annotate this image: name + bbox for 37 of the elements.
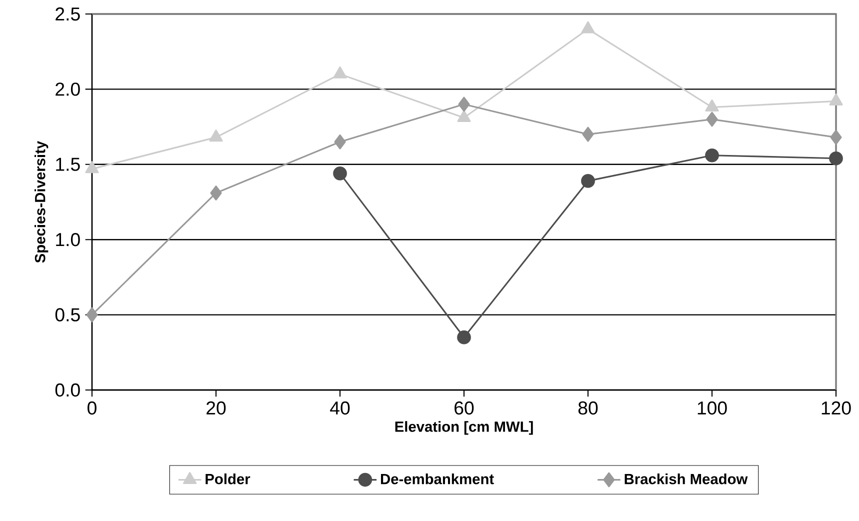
y-tick-label: 2.5: [56, 7, 80, 21]
y-tick-label: 2.0: [56, 82, 80, 96]
point: [830, 130, 842, 145]
point: [457, 330, 471, 344]
point: [334, 134, 346, 150]
x-tick-label: 40: [330, 401, 350, 415]
point: [209, 130, 223, 142]
x-axis-title: Elevation [cm MWL]: [395, 421, 533, 435]
x-tick-label: 0: [88, 401, 96, 415]
x-tick-label: 100: [698, 401, 727, 415]
point: [333, 66, 347, 78]
point: [458, 96, 470, 112]
legend-label: Polder: [206, 473, 250, 484]
point: [829, 151, 843, 166]
point: [829, 93, 843, 106]
legend-label: De-embankment: [380, 473, 494, 484]
x-tick-label: 80: [578, 401, 598, 415]
x-tick-label: 20: [206, 401, 226, 415]
point: [457, 110, 471, 122]
x-tick-label: 60: [454, 401, 474, 415]
y-tick-label: 1.0: [56, 232, 80, 246]
y-tick-label: 0.5: [55, 308, 80, 322]
point: [333, 166, 347, 180]
point: [706, 112, 718, 127]
point: [581, 174, 595, 188]
point: [705, 148, 719, 162]
point: [86, 307, 98, 322]
point: [581, 21, 595, 34]
point: [210, 186, 222, 200]
point: [85, 161, 99, 174]
x-tick-label: 120: [822, 401, 851, 415]
legend-label: Brackish Meadow: [624, 473, 748, 484]
y-tick-label: 1.5: [56, 158, 80, 171]
y-tick-label: 0.0: [55, 383, 80, 397]
point: [582, 126, 594, 142]
y-axis-title: Species-Diversity: [34, 140, 48, 263]
point: [705, 100, 719, 112]
